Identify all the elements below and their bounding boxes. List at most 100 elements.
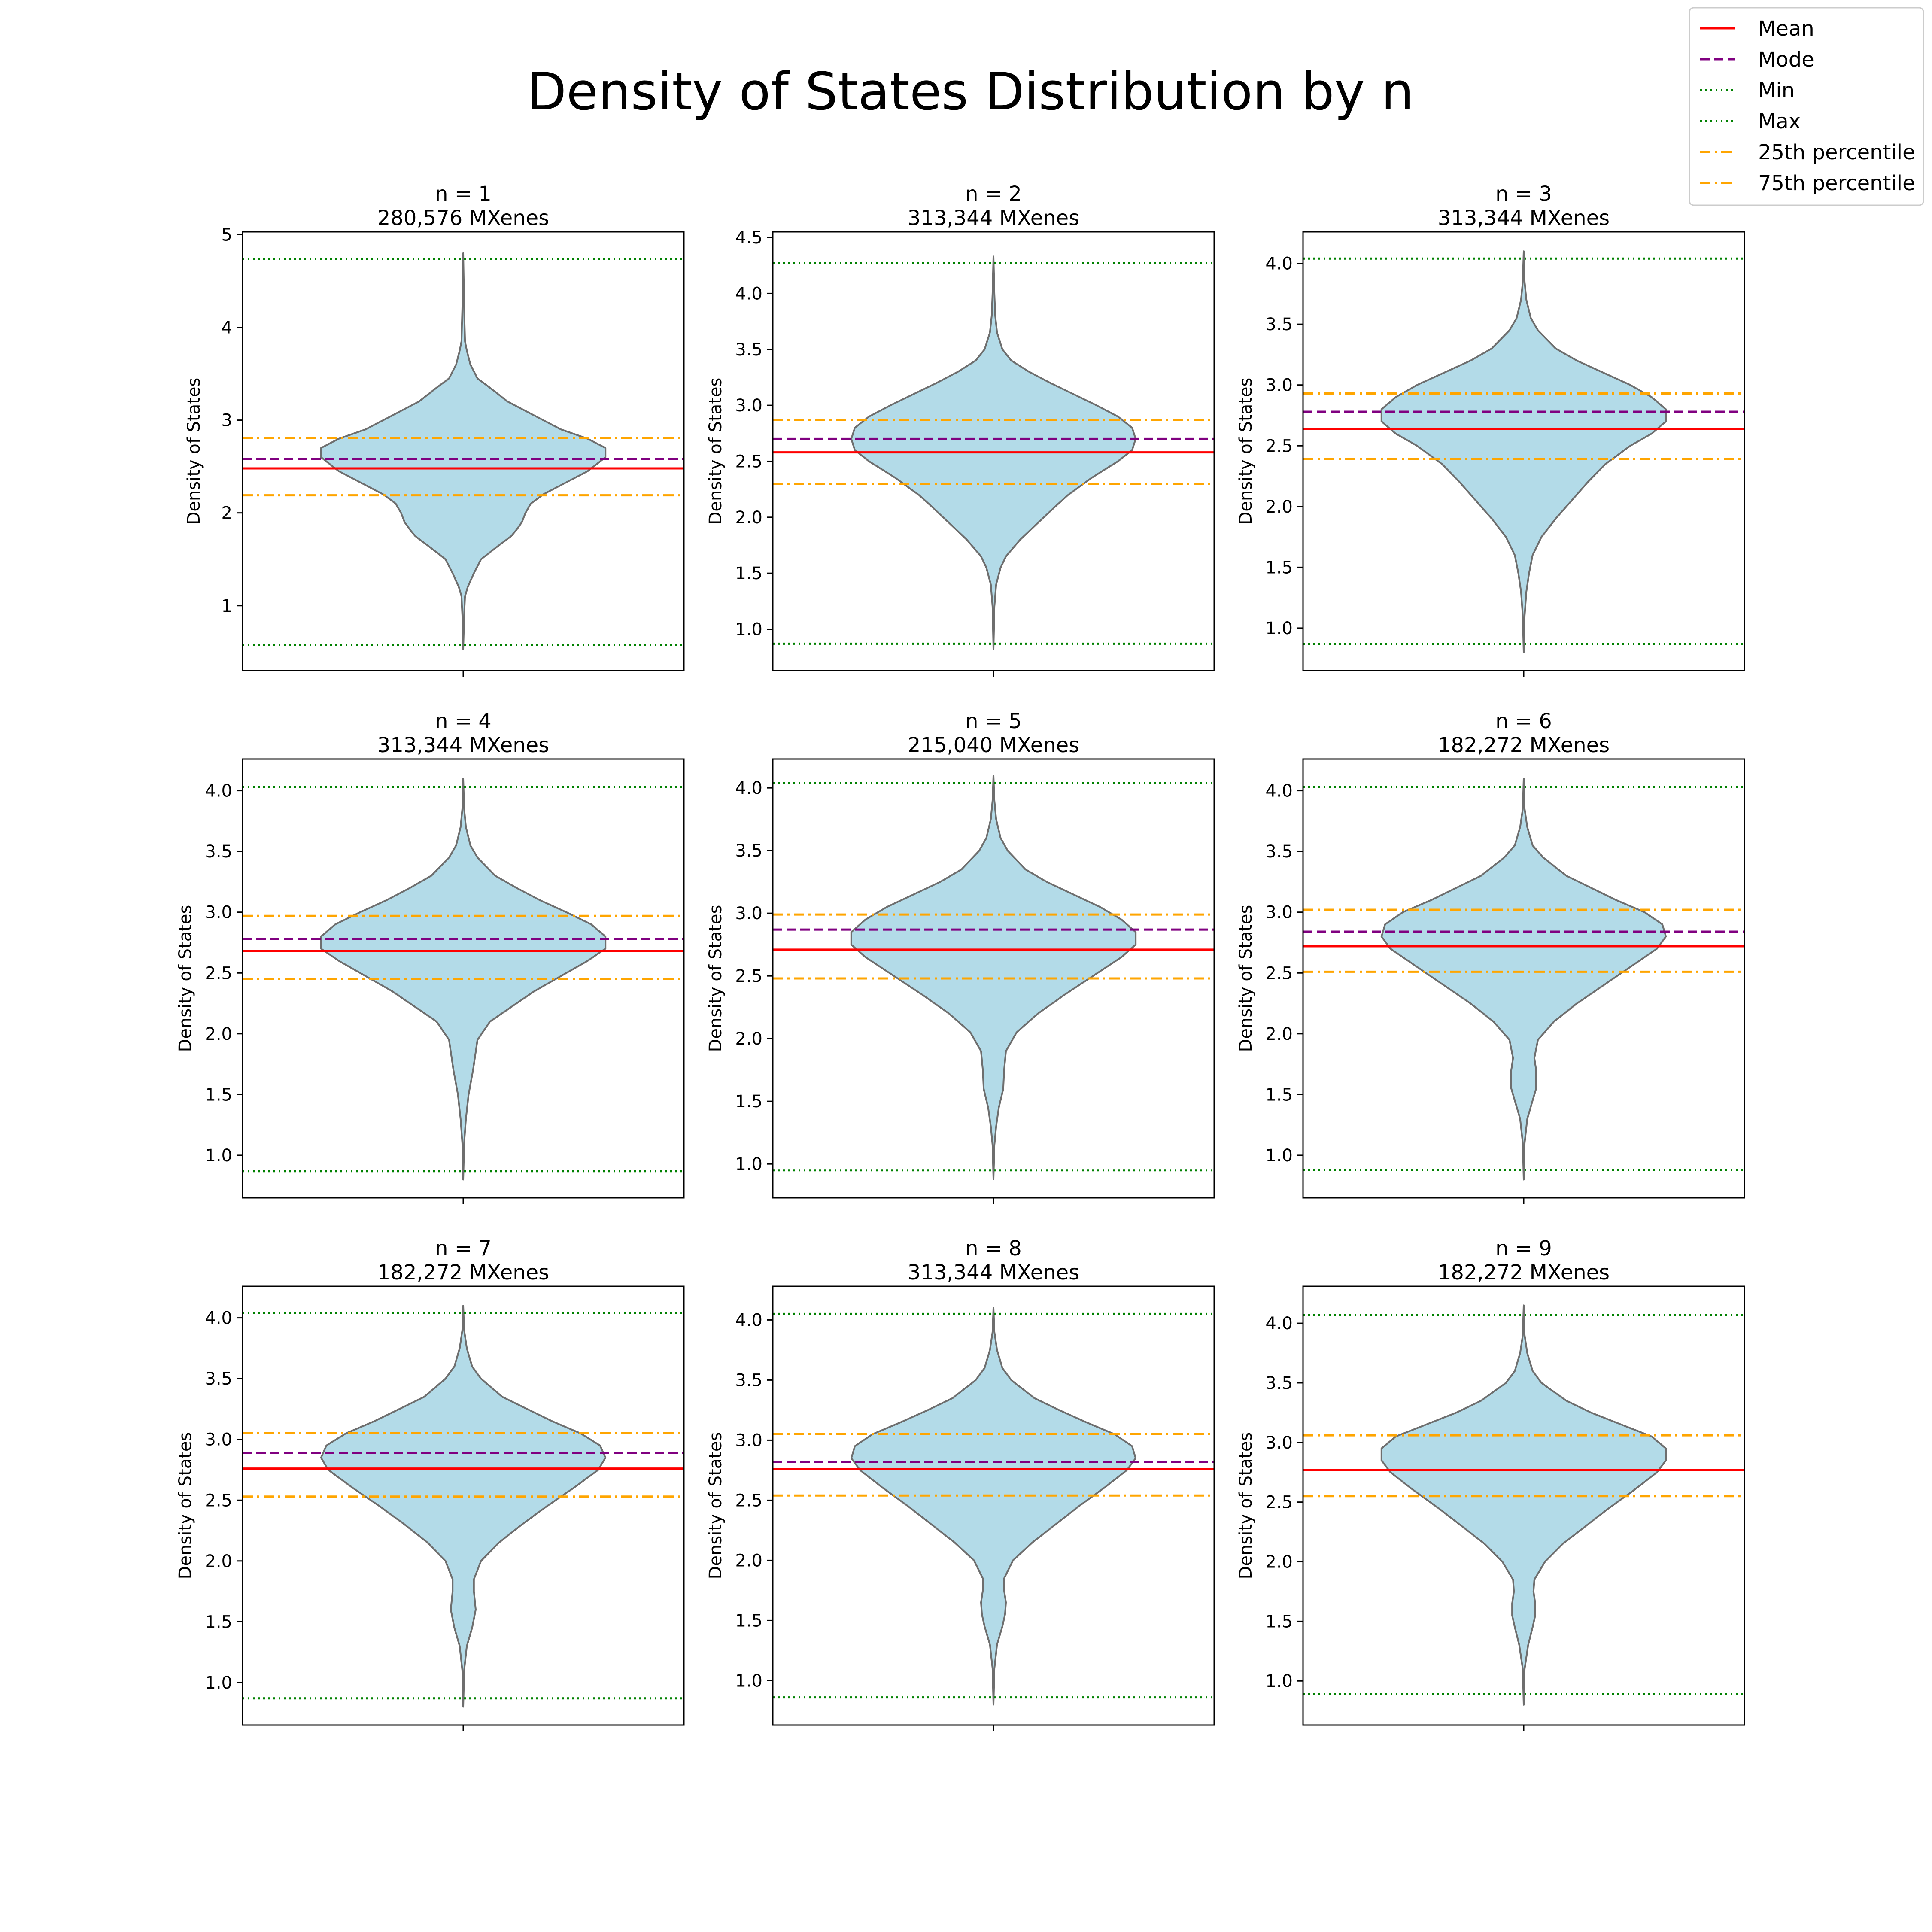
legend-frame <box>1689 7 1924 206</box>
subplot-title: n = 7 <box>435 1236 492 1261</box>
y-tick-label: 3.0 <box>205 903 232 923</box>
y-tick-label: 3.5 <box>735 1370 762 1390</box>
y-axis-label: Density of States <box>176 1432 195 1580</box>
y-tick-label: 1.0 <box>1265 1146 1293 1166</box>
y-tick-label: 2.0 <box>1265 497 1293 517</box>
y-tick-label: 3.5 <box>1265 315 1293 334</box>
y-tick-label: 1 <box>222 596 232 616</box>
y-tick-label: 2.5 <box>735 452 762 471</box>
y-axis-label: Density of States <box>1236 378 1256 525</box>
violin-body <box>1380 778 1667 1181</box>
y-tick-label: 1.5 <box>1265 1612 1293 1631</box>
violin-body <box>320 252 607 650</box>
subplot-subtitle: 215,040 MXenes <box>908 733 1079 757</box>
subplot-subtitle: 182,272 MXenes <box>377 1261 549 1285</box>
y-axis-label: Density of States <box>706 1432 726 1580</box>
y-tick-label: 4.5 <box>735 228 762 248</box>
y-tick-label: 3.5 <box>735 841 762 861</box>
y-tick-label: 3 <box>222 411 232 431</box>
y-tick-label: 4.0 <box>1265 1314 1293 1334</box>
y-tick-label: 4.0 <box>1265 781 1293 801</box>
y-tick-label: 4.0 <box>1265 254 1293 274</box>
y-axis-label: Density of States <box>1236 1432 1256 1580</box>
violin-body <box>850 1307 1137 1706</box>
subplot-subtitle: 313,344 MXenes <box>1438 206 1610 230</box>
y-tick-label: 4.0 <box>735 778 762 798</box>
y-tick-label: 2.0 <box>1265 1024 1293 1044</box>
violin-body <box>850 775 1137 1180</box>
y-tick-label: 3.5 <box>205 842 232 862</box>
y-tick-label: 1.0 <box>735 1671 762 1691</box>
y-tick-label: 2.5 <box>735 966 762 986</box>
legend: Mean Mode Min Max 25th percentile 75th percen… <box>1689 7 1924 206</box>
y-tick-label: 2.0 <box>1265 1552 1293 1572</box>
y-tick-label: 2.5 <box>1265 1493 1293 1513</box>
y-tick-label: 1.5 <box>1265 558 1293 577</box>
subplot-subtitle: 313,344 MXenes <box>908 1261 1079 1285</box>
y-axis-label: Density of States <box>1236 905 1256 1052</box>
y-tick-label: 1.0 <box>735 1154 762 1174</box>
y-tick-label: 2.5 <box>205 963 232 983</box>
y-tick-label: 1.0 <box>735 620 762 640</box>
subplot-title: n = 9 <box>1495 1236 1552 1261</box>
subplot-title: n = 5 <box>965 709 1022 733</box>
y-tick-label: 1.0 <box>205 1673 232 1693</box>
legend-label: Mode <box>1758 48 1814 72</box>
y-tick-label: 4.0 <box>205 781 232 801</box>
y-axis-label: Density of States <box>176 905 195 1052</box>
legend-label: 75th percentile <box>1758 171 1915 195</box>
legend-label: Mean <box>1758 17 1814 41</box>
y-tick-label: 4.0 <box>735 1310 762 1330</box>
violin-body <box>1380 250 1667 653</box>
y-tick-label: 1.0 <box>1265 619 1293 638</box>
y-tick-label: 2 <box>222 504 232 523</box>
y-tick-label: 4.0 <box>205 1309 232 1328</box>
y-tick-label: 1.5 <box>735 1611 762 1631</box>
y-tick-label: 1.0 <box>1265 1671 1293 1691</box>
y-tick-label: 2.0 <box>205 1552 232 1571</box>
y-tick-label: 1.5 <box>205 1612 232 1632</box>
y-tick-label: 3.5 <box>1265 1373 1293 1393</box>
y-axis-label: Density of States <box>706 905 726 1052</box>
y-tick-label: 2.0 <box>735 508 762 528</box>
y-tick-label: 2.0 <box>735 1029 762 1049</box>
y-tick-label: 1.0 <box>205 1146 232 1166</box>
y-tick-label: 2.0 <box>205 1024 232 1044</box>
y-tick-label: 4.0 <box>735 284 762 304</box>
y-tick-label: 3.5 <box>205 1369 232 1389</box>
y-tick-label: 3.5 <box>735 340 762 360</box>
y-tick-label: 2.5 <box>1265 436 1293 456</box>
subplot-subtitle: 182,272 MXenes <box>1438 733 1610 757</box>
y-tick-label: 1.5 <box>1265 1085 1293 1105</box>
y-tick-label: 3.0 <box>1265 903 1293 923</box>
subplot-subtitle: 313,344 MXenes <box>377 733 549 757</box>
y-tick-label: 3.0 <box>735 396 762 416</box>
y-tick-label: 2.5 <box>205 1491 232 1510</box>
y-tick-label: 2.0 <box>735 1551 762 1571</box>
y-axis-label: Density of States <box>184 378 204 525</box>
subplot-title: n = 3 <box>1495 182 1552 206</box>
figure-title: Density of States Distribution by n <box>527 62 1414 122</box>
y-tick-label: 5 <box>222 225 232 245</box>
legend-label: Max <box>1758 109 1801 134</box>
y-tick-label: 3.0 <box>735 904 762 923</box>
y-tick-label: 3.0 <box>735 1431 762 1450</box>
subplot-title: n = 2 <box>965 182 1022 206</box>
y-tick-label: 3.0 <box>1265 1433 1293 1453</box>
subplot-title: n = 1 <box>435 182 492 206</box>
legend-label: 25th percentile <box>1758 140 1915 164</box>
y-tick-label: 1.5 <box>205 1085 232 1105</box>
subplot-title: n = 6 <box>1495 709 1552 733</box>
y-tick-label: 3.0 <box>1265 376 1293 395</box>
